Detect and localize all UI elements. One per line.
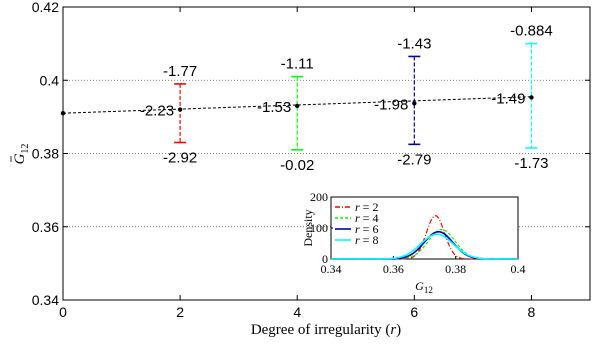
- mean-point: [529, 95, 534, 100]
- data-label-bottom: -1.73: [514, 155, 548, 172]
- data-label-mean: -1.49: [491, 90, 525, 107]
- data-label-top: -1.77: [163, 63, 197, 80]
- y-tick-label: 0.4: [40, 72, 60, 88]
- inset-axis-ticks: 0.34 0.36 0.38 0.4 0 100 200: [310, 190, 526, 276]
- x-tick-label: 8: [528, 304, 536, 320]
- y-axis-label: G12: [10, 144, 31, 165]
- data-label-top: -0.884: [510, 23, 553, 40]
- inset-legend-label: r = 2: [355, 200, 378, 214]
- inset-x-tick-label: 0.34: [321, 262, 342, 276]
- inset-density-curve: [331, 233, 518, 260]
- inset-x-tick-label: 0.38: [445, 262, 466, 276]
- y-tick-label: 0.34: [32, 292, 59, 308]
- inset-legend-label: r = 8: [355, 233, 378, 247]
- inset-x-axis-label: G12: [415, 279, 433, 295]
- y-tick-label: 0.42: [32, 0, 59, 15]
- inset-legend-label: r = 4: [355, 211, 378, 225]
- x-tick-label: 4: [293, 304, 301, 320]
- inset-density-plot: 0.34 0.36 0.38 0.4 0 100 200 r = 2r = 4r = 6r …: [301, 190, 526, 295]
- inset-y-axis-label: Density: [301, 209, 315, 246]
- data-label-bottom: -2.92: [163, 150, 197, 167]
- inset-density-curves: [331, 214, 518, 260]
- trend-line: [62, 96, 532, 114]
- y-tick-label: 0.38: [32, 146, 59, 162]
- svg-text:G12: G12: [12, 144, 31, 165]
- mean-point: [177, 107, 183, 112]
- trend-line-group: [62, 96, 532, 114]
- data-labels-group: -1.77 -2.92 -2.23 -1.11 -0.02 -1.53 -1.43 -2.79…: [140, 23, 553, 174]
- data-label-top: -1.43: [397, 35, 431, 52]
- x-tick-label: 0: [59, 304, 67, 320]
- data-label-bottom: -0.02: [280, 157, 314, 174]
- mean-point: [295, 103, 300, 109]
- x-tick-label: 6: [410, 304, 418, 320]
- main-grid: [63, 79, 590, 228]
- data-label-top: -1.11: [281, 56, 314, 73]
- data-label-mean: -1.53: [257, 99, 291, 116]
- x-axis-label: Degree of irregularity (r): [251, 322, 401, 338]
- inset-y-tick-label: 200: [310, 190, 328, 204]
- data-label-mean: -1.98: [374, 96, 408, 113]
- inset-legend-label: r = 6: [355, 222, 378, 236]
- inset-legend: r = 2r = 4r = 6r = 8: [333, 199, 395, 249]
- data-label-bottom: -2.79: [397, 151, 431, 168]
- inset-y-tick-label: 0: [322, 252, 328, 266]
- data-label-mean: -2.23: [140, 103, 174, 120]
- mean-point: [60, 111, 66, 116]
- x-tick-label: 2: [176, 304, 184, 320]
- inset-x-tick-label: 0.36: [383, 262, 404, 276]
- error-bars-group: [174, 42, 538, 151]
- inset-y-tick-label: 100: [310, 221, 328, 235]
- main-axis-ticks: 0.34 0.36 0.38 0.4 0.42 0 2 4 6 8: [32, 0, 590, 320]
- inset-x-tick-label: 0.4: [511, 262, 526, 276]
- mean-point: [412, 101, 417, 106]
- y-tick-label: 0.36: [32, 219, 59, 235]
- mean-points-group: [60, 95, 534, 116]
